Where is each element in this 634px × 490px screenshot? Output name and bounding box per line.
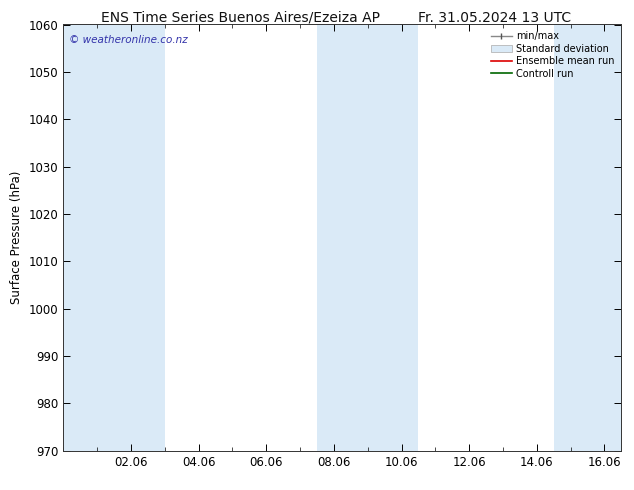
Text: ENS Time Series Buenos Aires/Ezeiza AP: ENS Time Series Buenos Aires/Ezeiza AP bbox=[101, 11, 380, 25]
Text: Fr. 31.05.2024 13 UTC: Fr. 31.05.2024 13 UTC bbox=[418, 11, 571, 25]
Bar bbox=[317, 24, 368, 451]
Legend: min/max, Standard deviation, Ensemble mean run, Controll run: min/max, Standard deviation, Ensemble me… bbox=[489, 29, 616, 80]
Y-axis label: Surface Pressure (hPa): Surface Pressure (hPa) bbox=[10, 171, 23, 304]
Bar bbox=[553, 24, 621, 451]
Bar bbox=[368, 24, 418, 451]
Bar bbox=[63, 24, 114, 451]
Bar bbox=[114, 24, 165, 451]
Text: © weatheronline.co.nz: © weatheronline.co.nz bbox=[69, 35, 188, 45]
